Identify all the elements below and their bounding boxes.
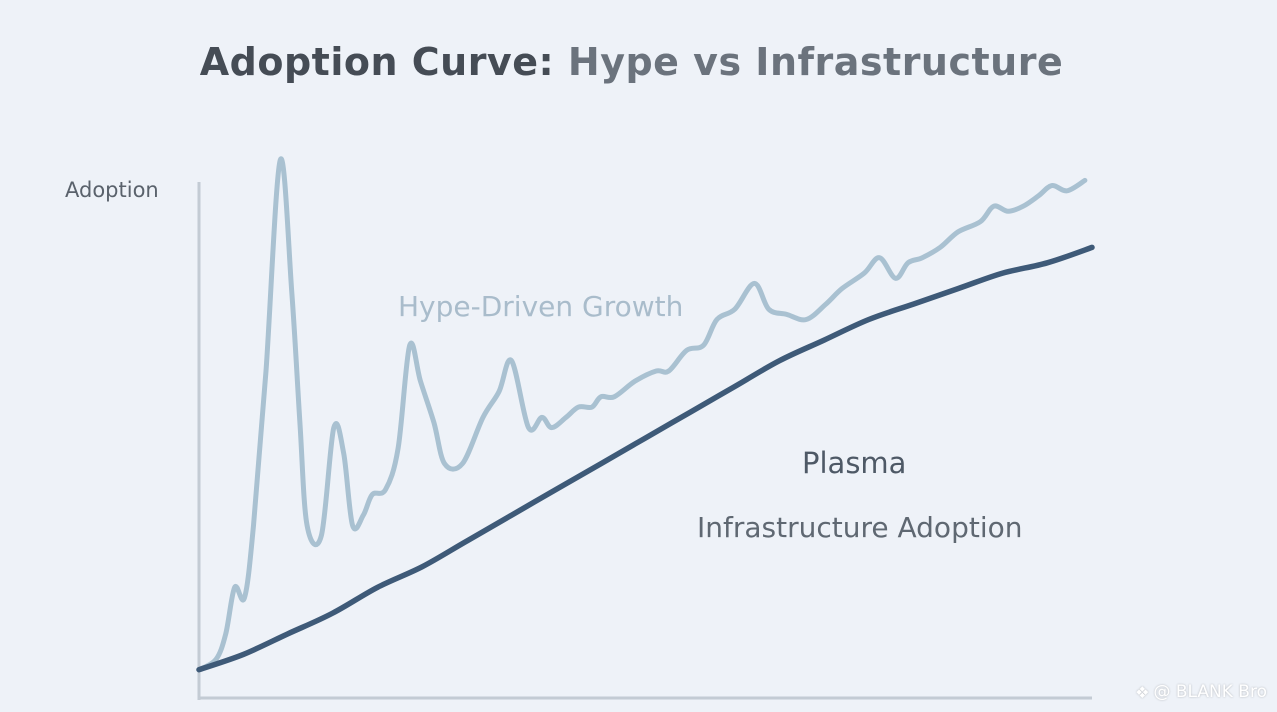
series-line-hype	[196, 156, 1088, 673]
series-line-infrastructure	[196, 244, 1095, 673]
watermark: ❖ @ BLANK Bro	[1135, 682, 1267, 702]
infrastructure-series-label: Infrastructure Adoption	[697, 511, 1022, 544]
hype-series-label: Hype-Driven Growth	[398, 290, 683, 323]
chart-title-main: Adoption Curve:	[199, 40, 555, 84]
chart-title-sub: Hype vs Infrastructure	[567, 40, 1064, 84]
chart-title: Adoption Curve: Hype vs Infrastructure	[0, 40, 1263, 84]
infrastructure-series-title: Plasma	[802, 446, 906, 480]
watermark-text: @ BLANK Bro	[1153, 682, 1267, 702]
diamond-logo-icon: ❖	[1135, 682, 1150, 702]
y-axis-label: Adoption	[65, 178, 159, 202]
